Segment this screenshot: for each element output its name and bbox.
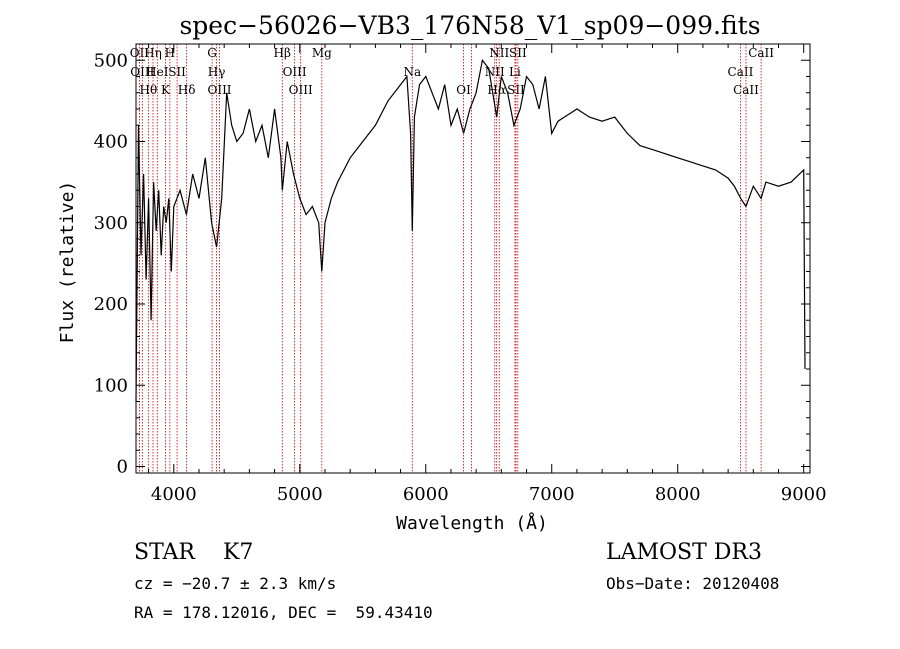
y-tick-label: 200 xyxy=(94,294,128,315)
line-marker-label: CaII xyxy=(748,46,774,60)
y-axis: 0 100 200 300 400 500 xyxy=(94,50,810,478)
y-tick-label: 400 xyxy=(94,132,128,153)
line-marker-label: Li xyxy=(509,65,521,79)
line-marker-label: HeI xyxy=(146,65,169,79)
y-tick-label: 100 xyxy=(94,375,128,396)
y-tick-label: 0 xyxy=(117,457,128,478)
x-tick-label: 6000 xyxy=(403,484,449,505)
line-marker-label: OI xyxy=(456,83,471,97)
line-marker-label: OIII xyxy=(283,65,307,79)
line-marker-label: Hα xyxy=(487,83,506,97)
line-marker-label: H xyxy=(165,46,175,60)
line-marker-label: CaII xyxy=(728,65,754,79)
line-marker-label: Hδ xyxy=(178,83,196,97)
coords-text: RA = 178.12016, DEC = 59.43410 xyxy=(134,603,433,622)
line-marker-label: Hβ xyxy=(274,46,291,60)
line-marker-label: Mg xyxy=(312,46,332,60)
redshift-text: cz = −20.7 ± 2.3 km/s xyxy=(134,574,337,593)
line-marker-label: SII xyxy=(509,46,527,60)
x-axis: 4000 5000 6000 7000 8000 9000 xyxy=(148,44,827,505)
line-marker-label: SII xyxy=(168,65,186,79)
x-tick-label: 7000 xyxy=(529,484,575,505)
x-tick-label: 8000 xyxy=(655,484,701,505)
chart-title: spec−56026−VB3_176N58_V1_sp09−099.fits xyxy=(179,11,760,40)
x-tick-label: 5000 xyxy=(277,484,323,505)
line-marker-label: Na xyxy=(403,65,421,79)
line-marker-label: Hθ xyxy=(139,83,157,97)
spectrum-series xyxy=(135,58,806,402)
x-tick-label: 4000 xyxy=(151,484,197,505)
x-axis-label: Wavelength (Å) xyxy=(396,512,548,534)
line-markers: OIIOIIIHθHηHeIKHSIIHδGHγOIIIHβOIIIOIIIMg… xyxy=(130,44,774,473)
line-marker-label: NII xyxy=(489,46,509,60)
line-marker-label: OII xyxy=(130,46,150,60)
line-marker-label: SII xyxy=(507,83,525,97)
spectrum-line xyxy=(135,58,806,402)
line-marker-label: Hη xyxy=(144,46,162,60)
line-marker-label: CaII xyxy=(733,83,759,97)
line-marker-label: Hγ xyxy=(208,65,226,79)
survey-text: LAMOST DR3 xyxy=(606,540,762,565)
y-tick-label: 500 xyxy=(94,50,128,71)
line-marker-label: K xyxy=(161,83,171,97)
line-marker-label: OIII xyxy=(289,83,313,97)
obs-date-text: Obs−Date: 20120408 xyxy=(606,574,780,593)
line-marker-label: OIII xyxy=(207,83,231,97)
y-axis-label: Flux (relative) xyxy=(57,181,78,344)
plot-frame xyxy=(135,43,811,474)
line-marker-label: G xyxy=(207,46,217,60)
y-tick-label: 300 xyxy=(94,213,128,234)
class-text: STAR K7 xyxy=(134,540,254,565)
x-tick-label: 9000 xyxy=(781,484,827,505)
